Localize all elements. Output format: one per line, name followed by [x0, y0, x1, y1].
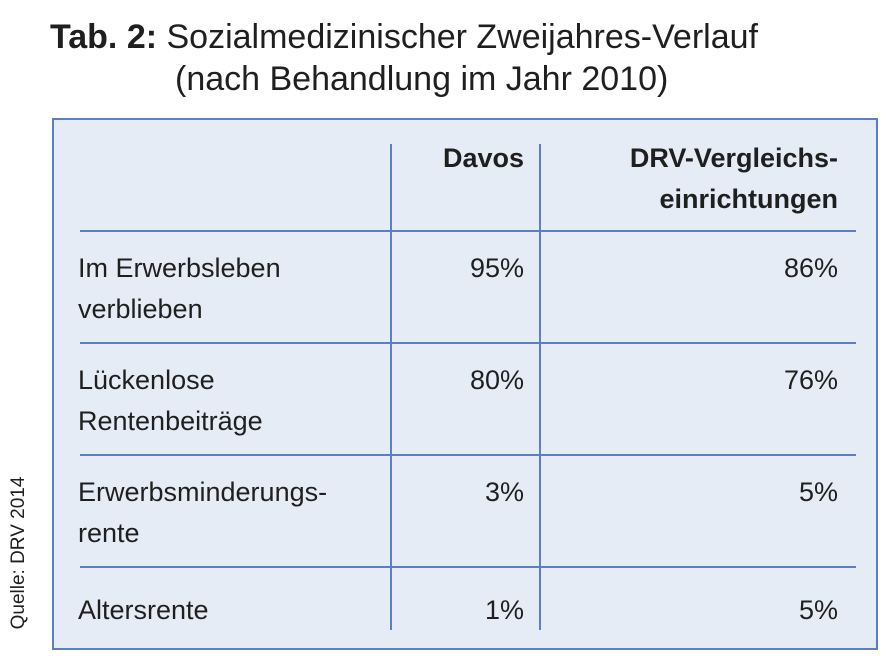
row-3-drv-value: 5%	[798, 477, 838, 507]
table-title: Tab. 2: Sozialmedizinischer Zweijahres-V…	[50, 16, 870, 100]
row-2-drv-value: 76%	[783, 365, 838, 395]
row-label-1: Im Erwerbsleben verblieben	[78, 248, 378, 330]
column-header-drv-line-1: DRV-Vergleichs-	[629, 143, 838, 173]
column-header-davos-text: Davos	[442, 143, 524, 173]
row-divider-3	[80, 454, 856, 456]
row-label-2-line-1: Lückenlose	[78, 365, 215, 395]
row-label-3-line-1: Erwerbsminderungs-	[78, 477, 328, 507]
column-header-drv-line-2: einrichtungen	[659, 184, 838, 214]
row-divider-4	[80, 566, 856, 568]
data-table: Davos DRV-Vergleichs- einrichtungen Im E…	[52, 118, 878, 650]
row-divider-2	[80, 342, 856, 344]
source-text: Quelle: DRV 2014	[8, 476, 29, 630]
row-divider-1	[80, 230, 856, 232]
title-line-2: (nach Behandlung im Jahr 2010)	[175, 60, 669, 98]
row-label-1-line-2: verblieben	[78, 294, 203, 324]
source-note: Quelle: DRV 2014	[4, 462, 34, 644]
row-4-davos-value: 1%	[484, 595, 524, 625]
row-label-3: Erwerbsminderungs- rente	[78, 472, 388, 554]
column-divider-1	[390, 144, 392, 630]
title-label: Tab. 2:	[50, 18, 158, 56]
row-label-3-line-2: rente	[78, 518, 140, 548]
title-line-1: Sozialmedizinischer Zweijahres-Verlauf	[166, 18, 758, 56]
row-label-4: Altersrente	[78, 595, 209, 625]
column-header-davos: Davos	[394, 138, 524, 179]
row-label-1-line-1: Im Erwerbsleben	[78, 253, 281, 283]
row-2-davos-value: 80%	[469, 365, 524, 395]
column-header-drv: DRV-Vergleichs- einrichtungen	[554, 138, 838, 220]
row-4-drv-value: 5%	[798, 595, 838, 625]
row-3-davos-value: 3%	[484, 477, 524, 507]
column-divider-2	[539, 144, 541, 630]
row-1-davos-value: 95%	[469, 253, 524, 283]
row-label-2: Lückenlose Rentenbeiträge	[78, 360, 378, 442]
row-label-2-line-2: Rentenbeiträge	[78, 406, 263, 436]
row-1-drv-value: 86%	[783, 253, 838, 283]
